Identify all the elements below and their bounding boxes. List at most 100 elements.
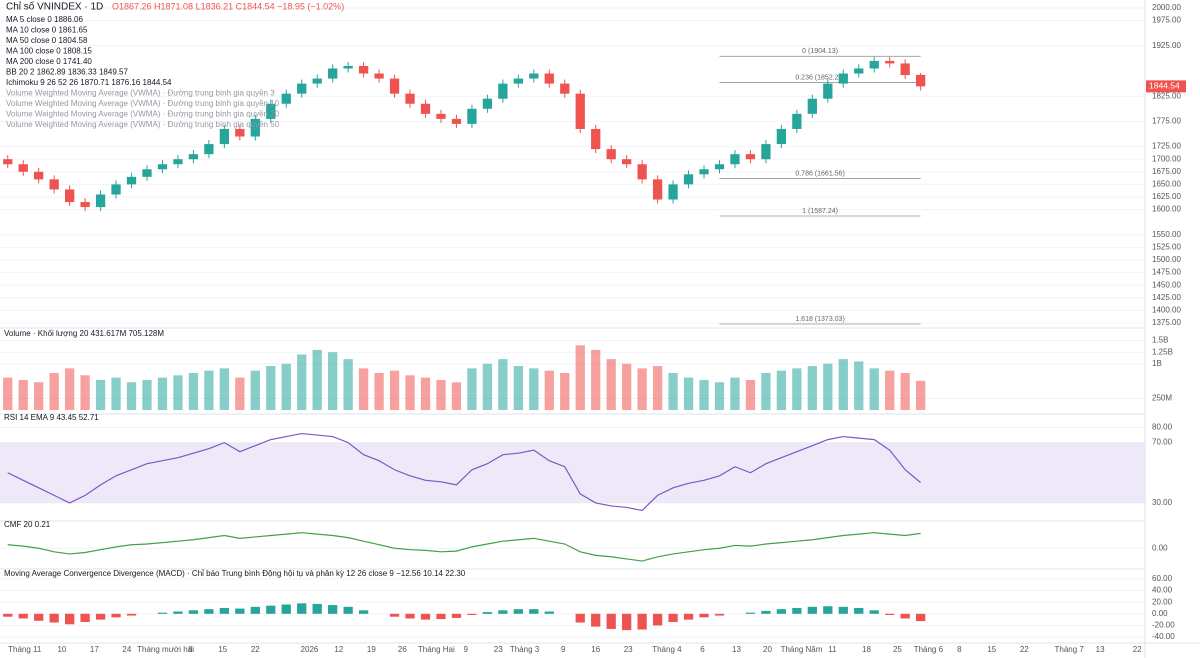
volume-bar <box>405 375 415 410</box>
volume-bar <box>885 370 895 410</box>
volume-bar <box>745 379 756 410</box>
indicator-legend: Volume Weighted Moving Average (VWMA) · … <box>6 99 280 108</box>
macd-bar <box>652 613 663 626</box>
y-tick-label: -20.00 <box>1152 621 1175 630</box>
y-tick-label: 1975.00 <box>1152 16 1181 25</box>
candle-body <box>467 108 477 124</box>
volume-bar <box>420 377 431 410</box>
candle-body <box>343 65 353 69</box>
macd-bar <box>544 611 554 614</box>
time-tick-label: 24 <box>122 645 131 654</box>
time-tick-label: Tháng Hai <box>418 645 455 654</box>
macd-bar <box>575 613 585 623</box>
volume-bar <box>575 345 585 410</box>
candle-body <box>358 65 369 74</box>
candle-body <box>591 128 601 150</box>
y-tick-label: 1500.00 <box>1152 255 1181 264</box>
macd-bar <box>838 606 848 614</box>
candle-body <box>745 154 756 160</box>
volume-bar <box>807 366 817 410</box>
candle-body <box>374 73 384 79</box>
volume-bar <box>869 368 879 410</box>
indicator-legend: Volume Weighted Moving Average (VWMA) · … <box>6 110 280 119</box>
time-tick-label: Tháng 7 <box>1055 645 1085 654</box>
time-tick-label: 26 <box>398 645 407 654</box>
y-tick-label: 30.00 <box>1152 498 1173 507</box>
macd-bar <box>668 613 678 622</box>
macd-bar <box>266 605 276 614</box>
candle-body <box>204 144 214 155</box>
y-tick-label: 1400.00 <box>1152 306 1181 315</box>
fib-label: 0.786 (1661.56) <box>795 170 844 177</box>
volume-bar <box>18 379 28 410</box>
macd-bar <box>591 613 601 627</box>
y-tick-label: 1650.00 <box>1152 180 1181 189</box>
macd-bar <box>389 613 400 617</box>
y-tick-label: 1.5B <box>1152 336 1168 345</box>
time-tick-label: 8 <box>957 645 962 654</box>
candle-body <box>606 149 616 160</box>
candle-body <box>714 164 725 170</box>
time-tick-label: Tháng 11 <box>8 645 42 654</box>
macd-bar <box>451 613 462 618</box>
candle-body <box>652 179 663 200</box>
time-tick-label: 23 <box>494 645 503 654</box>
time-tick-label: 22 <box>1133 645 1142 654</box>
volume-bar <box>111 377 121 410</box>
y-tick-label: 1600.00 <box>1152 205 1181 214</box>
volume-bar <box>776 370 787 410</box>
macd-bar <box>745 612 756 614</box>
candle-body <box>250 118 260 137</box>
y-tick-label: 1B <box>1152 359 1162 368</box>
candle-body <box>95 194 106 208</box>
y-tick-label: -40.00 <box>1152 632 1175 641</box>
candle-body <box>111 184 121 195</box>
volume-bar <box>482 363 493 410</box>
y-tick-label: 1625.00 <box>1152 192 1181 201</box>
last-price-box <box>1146 80 1186 93</box>
candle-body <box>18 164 28 172</box>
volume-bar <box>451 382 462 410</box>
macd-bar <box>436 613 446 620</box>
y-tick-label: 1925.00 <box>1152 41 1181 50</box>
candle-body <box>312 78 322 84</box>
macd-bar <box>188 610 199 614</box>
candle-body <box>142 169 152 177</box>
volume-bar <box>792 368 802 410</box>
candle-body <box>513 78 523 84</box>
volume-bar <box>467 368 477 410</box>
macd-bar <box>900 613 910 619</box>
candle-body <box>823 83 833 99</box>
volume-bar <box>838 359 848 410</box>
candle-body <box>266 103 276 119</box>
volume-bar <box>637 368 647 410</box>
y-tick-label: 60.00 <box>1152 574 1173 583</box>
candle-body <box>498 83 508 99</box>
volume-bar <box>823 363 833 410</box>
volume-bar <box>204 370 214 410</box>
macd-bar <box>173 611 183 614</box>
candle-body <box>885 60 895 64</box>
macd-bar <box>343 606 353 614</box>
volume-bar <box>126 382 137 410</box>
macd-bar <box>467 613 477 615</box>
volume-bar <box>34 382 44 410</box>
volume-bar <box>714 382 725 410</box>
candle-body <box>34 171 44 180</box>
volume-bar <box>761 373 771 410</box>
candle-body <box>49 179 59 190</box>
candle-body <box>575 93 585 129</box>
indicator-legend: MA 100 close 0 1808.15 <box>6 47 92 56</box>
time-tick-label: 12 <box>334 645 343 654</box>
macd-bar <box>823 606 833 614</box>
macd-bar <box>219 608 229 614</box>
volume-bar <box>281 363 291 410</box>
y-tick-label: 0.00 <box>1152 543 1168 552</box>
macd-bar <box>714 613 725 616</box>
volume-bar <box>730 377 740 410</box>
indicator-legend: Ichimoku 9 26 52 26 1870.71 1876.16 1844… <box>6 78 172 87</box>
macd-bar <box>792 608 802 614</box>
volume-bar <box>95 379 106 410</box>
candle-body <box>157 164 168 170</box>
y-tick-label: 1475.00 <box>1152 268 1181 277</box>
